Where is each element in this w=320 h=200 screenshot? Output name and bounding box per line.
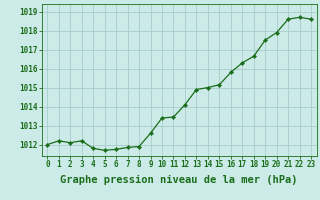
X-axis label: Graphe pression niveau de la mer (hPa): Graphe pression niveau de la mer (hPa) bbox=[60, 175, 298, 185]
